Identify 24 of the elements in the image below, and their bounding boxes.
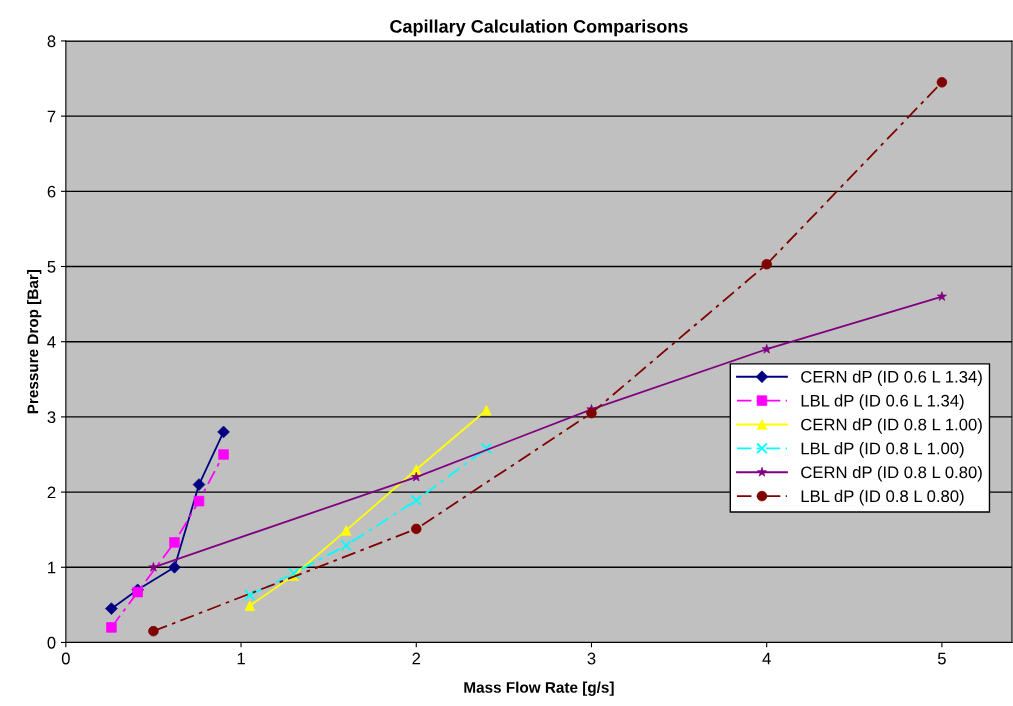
legend-label: LBL dP (ID 0.6 L 1.34) — [801, 394, 964, 410]
y-tick-label: 0 — [47, 636, 56, 649]
legend-label: LBL dP (ID 0.8 L 1.00) — [801, 442, 964, 458]
legend-label: CERN dP (ID 0.8 L 1.00) — [801, 418, 982, 434]
y-tick-label: 3 — [47, 411, 56, 424]
y-tick-label: 2 — [47, 486, 56, 499]
x-tick-label: 1 — [237, 652, 245, 665]
x-tick-label: 0 — [61, 652, 70, 665]
y-tick-label: 1 — [48, 561, 56, 574]
y-axis-title: Pressure Drop [Bar] — [27, 269, 42, 414]
legend-label: CERN dP (ID 0.8 L 0.80) — [801, 465, 982, 482]
x-axis-title: Mass Flow Rate [g/s] — [464, 681, 614, 696]
y-tick-label: 8 — [47, 35, 56, 48]
y-tick-label: 6 — [47, 185, 56, 198]
legend-label: CERN dP (ID 0.6 L 1.34) — [801, 370, 982, 387]
y-tick-label: 7 — [47, 110, 56, 123]
y-tick-label: 4 — [47, 336, 56, 348]
y-tick-label: 5 — [47, 261, 56, 273]
chart-title: Capillary Calculation Comparisons — [390, 19, 688, 37]
legend-label: LBL dP (ID 0.8 L 0.80) — [801, 489, 964, 506]
x-tick-label: 2 — [412, 652, 421, 665]
x-tick-label: 4 — [762, 652, 771, 665]
x-tick-label: 5 — [937, 652, 946, 665]
x-tick-label: 3 — [587, 652, 596, 665]
